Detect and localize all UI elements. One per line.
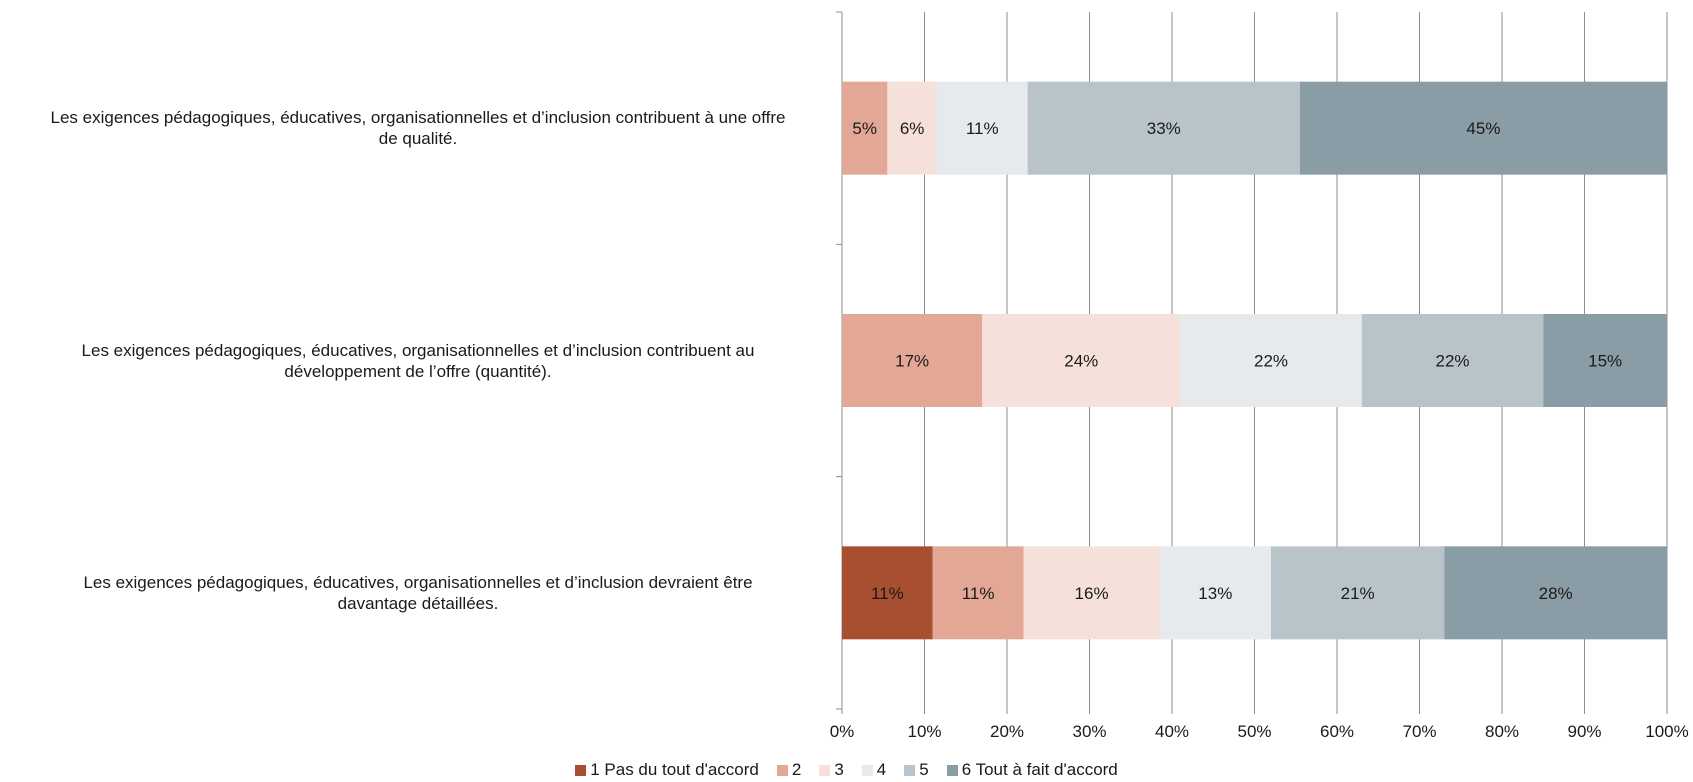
data-label: 17% — [895, 352, 929, 371]
legend-item: 4 — [861, 760, 887, 780]
bar-segment — [1180, 314, 1362, 407]
data-label: 16% — [1075, 584, 1109, 603]
category-label-line: davantage détaillées. — [337, 593, 499, 613]
data-label: 21% — [1341, 584, 1375, 603]
data-label: 11% — [966, 119, 999, 138]
data-label: 22% — [1254, 352, 1288, 371]
bar-segment — [1361, 314, 1544, 407]
legend-label: 6 Tout à fait d'accord — [961, 760, 1118, 779]
legend: 1 Pas du tout d'accord 2 3 4 5 6 Tout à fait … — [0, 760, 1693, 780]
data-label: 6% — [900, 119, 925, 138]
legend-item: 1 Pas du tout d'accord — [575, 760, 759, 780]
data-label: 28% — [1539, 584, 1573, 603]
legend-label: 2 — [791, 760, 802, 779]
data-label: 11% — [962, 584, 995, 603]
legend-swatch — [819, 764, 831, 776]
data-label: 11% — [871, 584, 904, 603]
bar-segment — [1023, 546, 1160, 640]
legend-label: 5 — [919, 760, 929, 779]
category-label: Les exigences pédagogiques, éducatives, … — [8, 572, 828, 614]
x-tick-label: 10% — [907, 722, 941, 741]
x-tick-label: 20% — [990, 722, 1024, 741]
x-tick-label: 70% — [1402, 722, 1436, 741]
data-label: 22% — [1435, 352, 1469, 371]
bar-segment — [1299, 81, 1667, 175]
bar-segment — [1271, 546, 1445, 640]
x-tick-label: 80% — [1485, 722, 1519, 741]
bar-segment — [1543, 314, 1667, 407]
bar-segment — [932, 546, 1024, 640]
category-label: Les exigences pédagogiques, éducatives, … — [8, 107, 828, 149]
data-label: 33% — [1147, 119, 1181, 138]
category-label: Les exigences pédagogiques, éducatives, … — [8, 340, 828, 382]
category-label-line: Les exigences pédagogiques, éducatives, … — [81, 340, 755, 360]
data-label: 13% — [1198, 584, 1232, 603]
data-label: 5% — [852, 119, 877, 138]
category-label-line: de qualité. — [378, 129, 458, 149]
bar-segment — [842, 81, 888, 175]
legend-label: 3 — [834, 760, 844, 779]
bar-segment — [887, 81, 937, 175]
legend-item: 2 — [776, 760, 802, 780]
bar-segment — [842, 546, 933, 640]
bar-segment — [1027, 81, 1300, 175]
data-label: 45% — [1466, 119, 1500, 138]
legend-label: 1 Pas du tout d'accord — [590, 760, 759, 779]
legend-swatch — [776, 764, 788, 776]
legend-swatch — [904, 764, 916, 776]
legend-swatch — [575, 764, 587, 776]
x-tick-label: 90% — [1567, 722, 1601, 741]
bar-segment — [1444, 546, 1667, 640]
legend-item: 3 — [819, 760, 844, 780]
x-tick-label: 60% — [1320, 722, 1354, 741]
bar-segment — [842, 314, 983, 407]
category-label-line: Les exigences pédagogiques, éducatives, … — [50, 108, 786, 128]
category-label-line: développement de l’offre (quantité). — [284, 361, 552, 381]
legend-swatch — [861, 764, 873, 776]
legend-item: 6 Tout à fait d'accord — [946, 760, 1118, 780]
x-tick-label: 0% — [830, 722, 855, 741]
x-tick-label: 50% — [1237, 722, 1271, 741]
legend-label: 4 — [876, 760, 887, 779]
category-label-line: Les exigences pédagogiques, éducatives, … — [83, 572, 753, 592]
data-label: 15% — [1588, 352, 1622, 371]
x-tick-label: 40% — [1155, 722, 1189, 741]
legend-item: 5 — [904, 760, 929, 780]
legend-swatch — [946, 764, 958, 776]
x-tick-label: 30% — [1072, 722, 1106, 741]
bar-segment — [1159, 546, 1271, 640]
bar-segment — [982, 314, 1181, 407]
data-label: 24% — [1064, 352, 1098, 371]
bar-segment — [936, 81, 1028, 175]
x-tick-label: 100% — [1645, 722, 1688, 741]
